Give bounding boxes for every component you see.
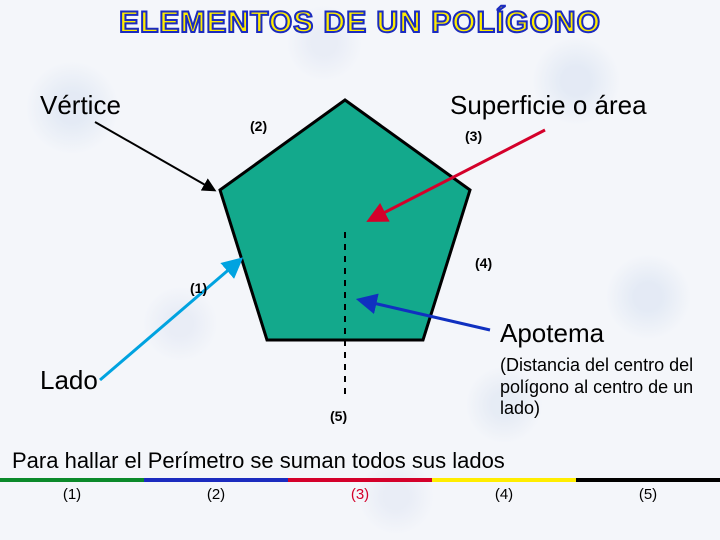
perimeter-color-bar bbox=[0, 478, 720, 482]
bar-label-3: (3) bbox=[288, 486, 432, 503]
apotema-def-line3: lado) bbox=[500, 398, 540, 418]
bar-seg-5 bbox=[576, 478, 720, 482]
side-number-1: (1) bbox=[190, 280, 207, 296]
bar-label-1: (1) bbox=[0, 486, 144, 503]
label-apotema: Apotema bbox=[500, 318, 604, 349]
bar-label-2: (2) bbox=[144, 486, 288, 503]
side-number-4: (4) bbox=[475, 255, 492, 271]
perimeter-bar-labels: (1) (2) (3) (4) (5) bbox=[0, 486, 720, 503]
perimeter-sentence: Para hallar el Perímetro se suman todos … bbox=[12, 448, 505, 474]
label-area: Superficie o área bbox=[450, 90, 647, 121]
apotema-def-line2: polígono al centro de un bbox=[500, 377, 693, 397]
bar-label-5: (5) bbox=[576, 486, 720, 503]
bar-label-4: (4) bbox=[432, 486, 576, 503]
arrow-vertice bbox=[95, 122, 214, 190]
bar-seg-2 bbox=[144, 478, 288, 482]
arrow-lado bbox=[100, 260, 240, 380]
side-number-5: (5) bbox=[330, 408, 347, 424]
label-vertice: Vértice bbox=[40, 90, 121, 121]
side-number-3: (3) bbox=[465, 128, 482, 144]
apotema-definition: (Distancia del centro del polígono al ce… bbox=[500, 355, 693, 420]
side-number-2: (2) bbox=[250, 118, 267, 134]
bar-seg-3 bbox=[288, 478, 432, 482]
label-lado: Lado bbox=[40, 365, 98, 396]
bar-seg-1 bbox=[0, 478, 144, 482]
bar-seg-4 bbox=[432, 478, 576, 482]
apotema-def-line1: (Distancia del centro del bbox=[500, 355, 693, 375]
